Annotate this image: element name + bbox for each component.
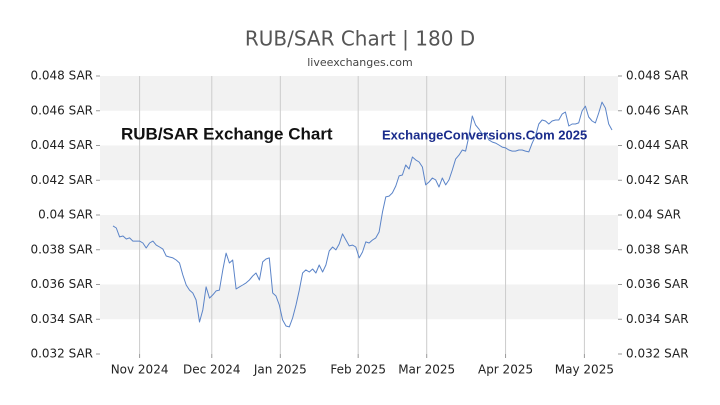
x-tick-label: Feb 2025 — [330, 363, 386, 377]
grid-band — [100, 76, 618, 111]
y2-tick-label: 0.038 SAR — [626, 242, 689, 256]
lines — [112, 101, 613, 328]
grid-band — [100, 145, 618, 181]
y-tick-label: 0.038 SAR — [30, 242, 93, 256]
y2-tick-label: 0.042 SAR — [626, 173, 689, 187]
grid-band — [100, 215, 618, 250]
x-tick-label: Apr 2025 — [478, 363, 533, 377]
y2-tick-label: 0.046 SAR — [626, 103, 689, 117]
x-tick-label: Nov 2024 — [111, 363, 169, 377]
y-tick-label: 0.042 SAR — [30, 173, 93, 187]
x-tick-label: Jan 2025 — [253, 363, 307, 377]
watermark: ExchangeConversions.Com 2025 — [382, 127, 587, 142]
y-tick-label: 0.036 SAR — [30, 277, 93, 291]
y2-tick-label: 0.034 SAR — [626, 312, 689, 326]
y-tick-label: 0.04 SAR — [38, 208, 93, 222]
x-tick-label: Dec 2024 — [183, 363, 241, 377]
y2-tick-label: 0.036 SAR — [626, 277, 689, 291]
chart-subtitle: liveexchanges.com — [307, 56, 412, 69]
y-tick-label: 0.048 SAR — [30, 69, 93, 83]
y2-tick-label: 0.032 SAR — [626, 347, 689, 361]
watermark: RUB/SAR Exchange Chart — [121, 124, 333, 143]
grid-band — [100, 284, 618, 320]
y2-tick-label: 0.044 SAR — [626, 138, 689, 152]
y2-tick-label: 0.048 SAR — [626, 69, 689, 83]
y2-tick-label: 0.04 SAR — [626, 208, 681, 222]
y-tick-label: 0.044 SAR — [30, 138, 93, 152]
chart-title: RUB/SAR Chart | 180 D — [245, 27, 475, 51]
x-tick-label: May 2025 — [555, 363, 614, 377]
bands — [100, 76, 618, 320]
y-tick-label: 0.034 SAR — [30, 312, 93, 326]
x-tick-label: Mar 2025 — [398, 363, 455, 377]
y-tick-label: 0.046 SAR — [30, 103, 93, 117]
y-tick-label: 0.032 SAR — [30, 347, 93, 361]
data-line — [112, 101, 613, 328]
